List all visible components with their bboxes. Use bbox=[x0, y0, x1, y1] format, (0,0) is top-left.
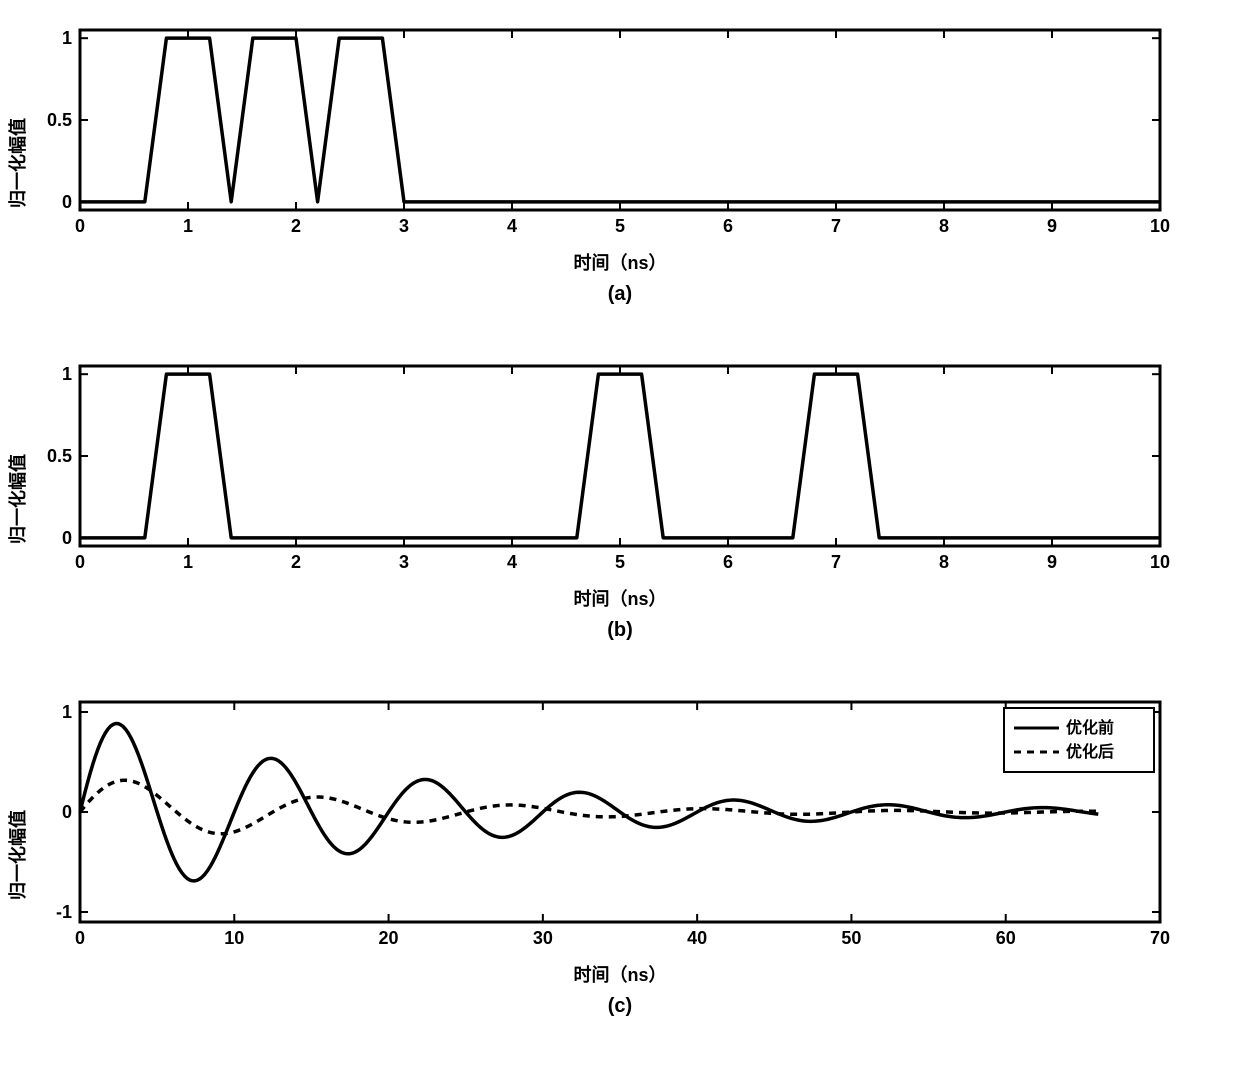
svg-text:0: 0 bbox=[62, 192, 72, 212]
svg-text:-1: -1 bbox=[56, 902, 72, 922]
ylabel-c: 归一化幅值 bbox=[4, 810, 30, 900]
svg-text:9: 9 bbox=[1047, 552, 1057, 572]
svg-text:5: 5 bbox=[615, 216, 625, 236]
svg-text:0.5: 0.5 bbox=[47, 110, 72, 130]
subplot-c: 归一化幅值 010203040506070-101优化前优化后 时间（ns） (… bbox=[20, 692, 1220, 1018]
chart-b: 0 1 2 3 4 5 6 7 8 9 10 0 0.5 1 bbox=[20, 356, 1180, 576]
svg-text:1: 1 bbox=[62, 28, 72, 48]
caption-c: (c) bbox=[20, 995, 1220, 1018]
svg-text:8: 8 bbox=[939, 216, 949, 236]
figure: 归一化幅值 01234567891000.51 时间（ns） (a) 归一化幅值… bbox=[20, 20, 1220, 1018]
svg-text:40: 40 bbox=[687, 928, 707, 948]
svg-text:6: 6 bbox=[723, 552, 733, 572]
ylabel-a: 归一化幅值 bbox=[4, 118, 30, 208]
caption-b: (b) bbox=[20, 619, 1220, 642]
svg-text:3: 3 bbox=[399, 552, 409, 572]
svg-text:1: 1 bbox=[183, 216, 193, 236]
svg-text:60: 60 bbox=[996, 928, 1016, 948]
svg-text:5: 5 bbox=[615, 552, 625, 572]
svg-text:1: 1 bbox=[62, 364, 72, 384]
legend: 优化前优化后 bbox=[1004, 708, 1154, 772]
chart-c: 010203040506070-101优化前优化后 bbox=[20, 692, 1180, 952]
svg-text:0.5: 0.5 bbox=[47, 446, 72, 466]
ylabel-b: 归一化幅值 bbox=[4, 454, 30, 544]
svg-text:10: 10 bbox=[224, 928, 244, 948]
svg-text:1: 1 bbox=[183, 552, 193, 572]
svg-text:2: 2 bbox=[291, 216, 301, 236]
svg-text:20: 20 bbox=[379, 928, 399, 948]
svg-text:7: 7 bbox=[831, 552, 841, 572]
svg-text:2: 2 bbox=[291, 552, 301, 572]
subplot-b: 归一化幅值 01234567891000.51 时间（ns） (b) bbox=[20, 356, 1220, 642]
svg-text:1: 1 bbox=[62, 702, 72, 722]
svg-text:3: 3 bbox=[399, 216, 409, 236]
xlabel-b: 时间（ns） bbox=[20, 585, 1220, 611]
svg-text:优化前: 优化前 bbox=[1066, 718, 1114, 737]
caption-a: (a) bbox=[20, 283, 1220, 306]
chart-a: 0 1 2 3 4 5 6 7 8 9 10 0 0.5 1 bbox=[20, 20, 1180, 240]
xlabel-c: 时间（ns） bbox=[20, 961, 1220, 987]
svg-text:0: 0 bbox=[62, 528, 72, 548]
svg-text:优化后: 优化后 bbox=[1066, 742, 1114, 761]
xlabel-a: 时间（ns） bbox=[20, 249, 1220, 275]
svg-text:6: 6 bbox=[723, 216, 733, 236]
svg-text:4: 4 bbox=[507, 216, 517, 236]
svg-text:10: 10 bbox=[1150, 552, 1170, 572]
subplot-a: 归一化幅值 01234567891000.51 时间（ns） (a) bbox=[20, 20, 1220, 306]
svg-text:10: 10 bbox=[1150, 216, 1170, 236]
svg-text:50: 50 bbox=[841, 928, 861, 948]
svg-text:0: 0 bbox=[75, 552, 85, 572]
svg-text:0: 0 bbox=[75, 928, 85, 948]
svg-text:30: 30 bbox=[533, 928, 553, 948]
svg-text:7: 7 bbox=[831, 216, 841, 236]
svg-text:4: 4 bbox=[507, 552, 517, 572]
svg-text:0: 0 bbox=[62, 802, 72, 822]
svg-text:70: 70 bbox=[1150, 928, 1170, 948]
svg-text:8: 8 bbox=[939, 552, 949, 572]
svg-text:0: 0 bbox=[75, 216, 85, 236]
svg-text:9: 9 bbox=[1047, 216, 1057, 236]
